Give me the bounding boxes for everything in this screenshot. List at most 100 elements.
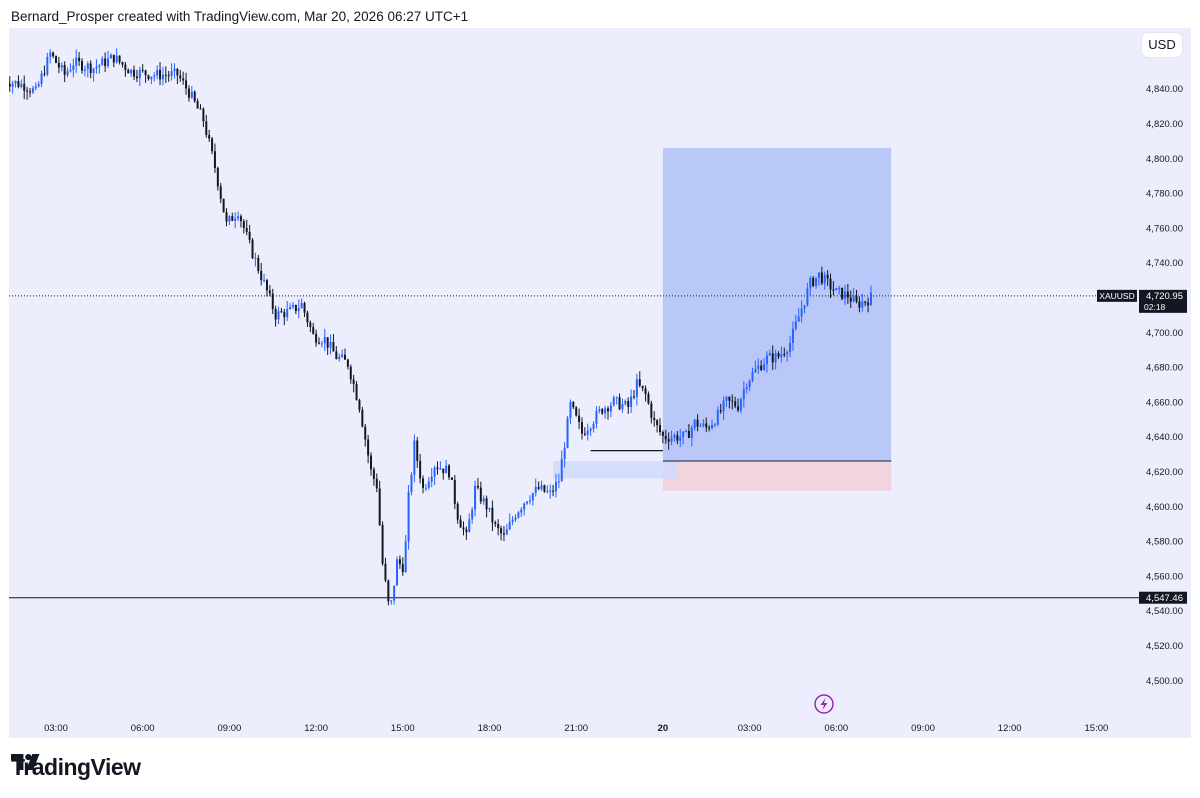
candle-body [566, 418, 569, 448]
candle-body [297, 308, 300, 312]
x-tick-label: 18:00 [478, 723, 502, 734]
candle-body [303, 303, 306, 313]
candle-body [745, 387, 748, 389]
candle-body [219, 186, 222, 199]
candle-body [690, 427, 693, 438]
chart-area[interactable]: 4,500.00 4,520.00 4,540.00 4,560.00 4,580.00… [9, 28, 1191, 738]
candle-body [222, 198, 225, 213]
x-tick-label: 15:00 [1085, 723, 1109, 734]
candle-body [693, 419, 696, 428]
candle-body [442, 468, 445, 474]
support-price-value: 4,547.46 [1146, 593, 1183, 604]
candle-body [456, 503, 459, 520]
candle-body [338, 356, 341, 359]
candle-body [835, 288, 838, 291]
currency-button[interactable]: USD [1142, 33, 1182, 57]
candle-body [424, 487, 427, 489]
candle-body [52, 52, 55, 57]
candle-body [239, 216, 242, 222]
candle-body [187, 88, 190, 98]
candle-body [225, 212, 228, 222]
candle-body [462, 527, 465, 530]
candle-body [696, 419, 699, 427]
candle-body [659, 425, 662, 432]
candle-body [112, 54, 115, 63]
candle-body [606, 408, 609, 412]
candle-body [711, 424, 714, 429]
candle-body [849, 297, 852, 302]
candle-body [216, 168, 219, 187]
candle-body [147, 75, 150, 79]
candle-body [852, 296, 855, 302]
candle-body [474, 485, 477, 510]
candle-body [265, 280, 268, 291]
candle-body [78, 57, 81, 62]
candle-body [546, 491, 549, 493]
x-tick-label: 06:00 [824, 723, 848, 734]
candle-body [855, 296, 858, 302]
candle-body [765, 355, 768, 365]
candle-body [468, 519, 471, 533]
price-chart[interactable]: 4,500.00 4,520.00 4,540.00 4,560.00 4,580.00… [9, 28, 1191, 738]
candle-body [410, 474, 413, 492]
candle-body [242, 221, 245, 228]
candle-body [118, 55, 121, 63]
x-tick-label: 06:00 [131, 723, 155, 734]
candle-body [676, 435, 679, 441]
candle-body [355, 384, 358, 400]
candle-body [578, 415, 581, 423]
candle-body [500, 528, 503, 534]
candle-body [422, 478, 425, 488]
y-tick-label: 4,760.00 [1146, 223, 1183, 234]
candle-body [760, 365, 763, 370]
candle-body [260, 270, 263, 281]
candle-body [173, 68, 176, 72]
candle-body [433, 467, 436, 477]
candle-body [57, 62, 60, 68]
x-tick-label: 20 [658, 723, 669, 734]
candle-body [245, 227, 248, 232]
candle-body [526, 501, 529, 504]
lightning-icon[interactable] [814, 694, 834, 714]
candle-body [11, 83, 14, 87]
candle-body [83, 69, 86, 71]
candle-body [488, 507, 491, 510]
candle-body [791, 328, 794, 344]
candle-body [153, 75, 156, 77]
candle-body [757, 365, 760, 369]
candle-body [133, 69, 136, 77]
candle-body [381, 525, 384, 564]
candle-body [627, 400, 630, 407]
candle-body [401, 564, 404, 573]
y-tick-label: 4,680.00 [1146, 363, 1183, 374]
candle-body [580, 422, 583, 434]
y-tick-label: 4,740.00 [1146, 258, 1183, 269]
candle-body [89, 63, 92, 74]
candle-body [479, 487, 482, 502]
candle-body [867, 302, 870, 306]
candle-body [251, 239, 254, 258]
candle-body [604, 408, 607, 414]
candle-body [81, 61, 84, 71]
candle-body [832, 289, 835, 291]
candle-body [783, 354, 786, 356]
candle-body [179, 75, 182, 79]
candle-body [86, 63, 89, 70]
countdown-value: 02:18 [1144, 302, 1166, 312]
candle-body [387, 580, 390, 602]
candle-body [869, 292, 872, 306]
candle-body [667, 439, 670, 442]
candle-body [826, 274, 829, 279]
candle-body [742, 388, 745, 400]
candle-body [722, 400, 725, 412]
candle-body [653, 417, 656, 421]
candle-body [494, 522, 497, 525]
candle-body [283, 312, 286, 318]
candle-body [846, 291, 849, 298]
candle-body [705, 423, 708, 428]
candle-body [601, 409, 604, 414]
candle-body [763, 364, 766, 370]
candle-body [95, 66, 98, 69]
x-tick-label: 15:00 [391, 723, 415, 734]
candle-body [815, 277, 818, 286]
